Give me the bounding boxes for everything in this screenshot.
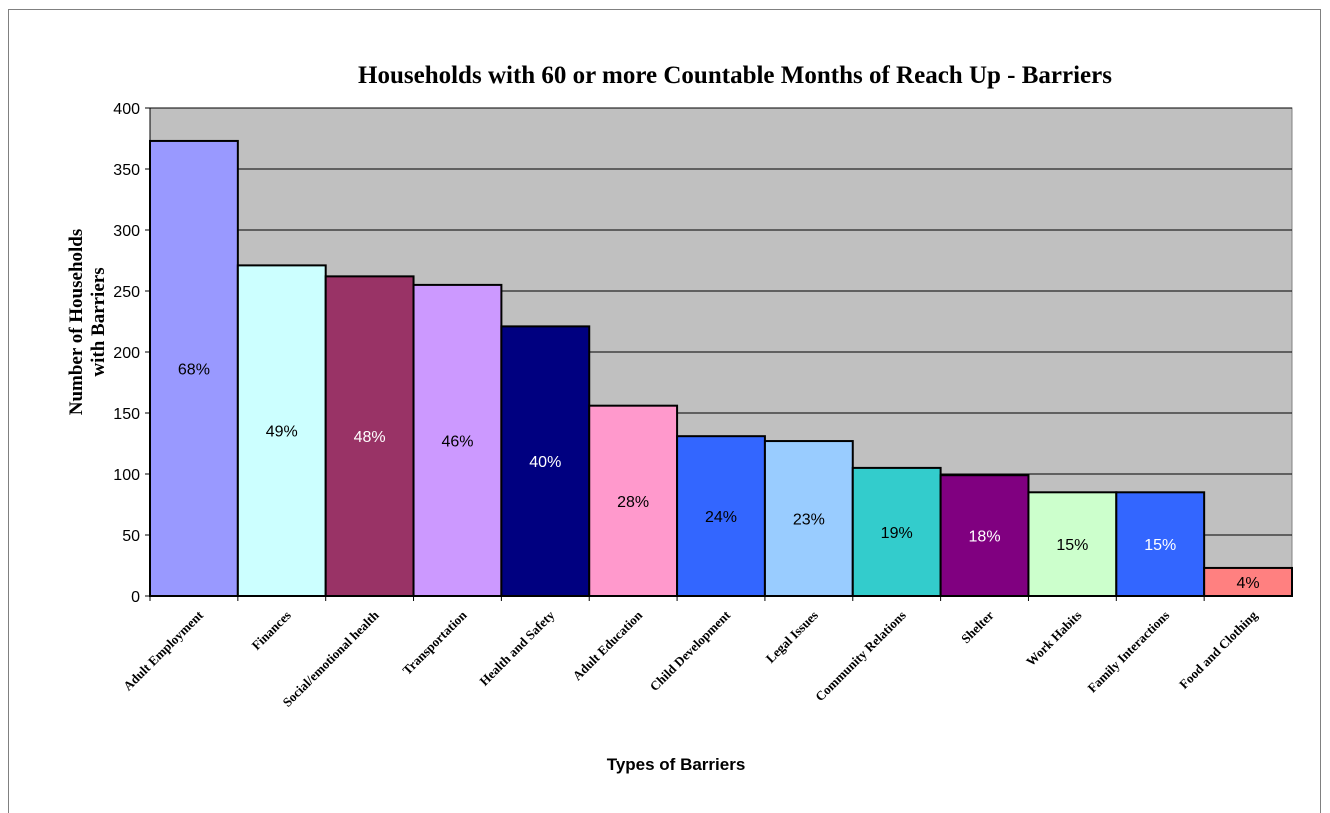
y-tick-label: 150 xyxy=(113,406,140,423)
data-label: 28% xyxy=(617,494,649,511)
data-label: 4% xyxy=(1237,575,1260,592)
y-tick-label: 100 xyxy=(113,467,140,484)
data-label: 24% xyxy=(705,509,737,526)
x-axis-categories: Adult Employment FinancesSocial/emotional… xyxy=(120,596,1292,710)
data-label: 46% xyxy=(441,433,473,450)
y-tick-label: 350 xyxy=(113,162,140,179)
data-label: 18% xyxy=(969,529,1001,546)
x-tick-label: Health and Safety xyxy=(476,607,557,688)
data-label: 15% xyxy=(1144,537,1176,554)
y-axis-label-line: Number of Households xyxy=(66,229,87,416)
data-label: 49% xyxy=(266,424,298,441)
y-tick-label: 50 xyxy=(122,528,140,545)
x-tick-label: Finances xyxy=(249,608,294,653)
data-label: 19% xyxy=(881,525,913,542)
x-tick-label: Social/emotional health xyxy=(279,607,382,710)
x-tick-label: Food and Clothing xyxy=(1176,607,1261,692)
chart-title: Households with 60 or more Countable Mon… xyxy=(358,62,1112,89)
y-axis-label: Number of Householdswith Barriers xyxy=(66,229,109,416)
x-tick-label: Work Habits xyxy=(1023,608,1084,669)
y-axis-label-line: with Barriers xyxy=(88,267,109,376)
data-label: 23% xyxy=(793,512,825,529)
y-tick-label: 200 xyxy=(113,345,140,362)
data-label: 40% xyxy=(529,454,561,471)
y-tick-label: 400 xyxy=(113,101,140,118)
y-axis-ticks: 0 50 100 150 200 250 300 350 400 xyxy=(113,101,150,606)
x-tick-label: Family Interactions xyxy=(1084,608,1172,696)
y-tick-label: 300 xyxy=(113,223,140,240)
x-tick-label: Legal Issues xyxy=(763,608,821,666)
x-axis-label: Types of Barriers xyxy=(607,755,746,774)
y-tick-label: 0 xyxy=(131,589,140,606)
x-tick-label: Transportation xyxy=(399,607,470,678)
x-tick-label: Adult Education xyxy=(570,607,646,683)
x-tick-label: Adult Employment xyxy=(120,607,206,693)
x-tick-label: Child Development xyxy=(647,607,734,694)
y-tick-label: 250 xyxy=(113,284,140,301)
x-tick-label: Shelter xyxy=(958,607,997,646)
x-tick-label: Community Relations xyxy=(812,608,909,705)
data-label: 15% xyxy=(1056,537,1088,554)
data-label: 68% xyxy=(178,361,210,378)
data-label: 48% xyxy=(354,429,386,446)
